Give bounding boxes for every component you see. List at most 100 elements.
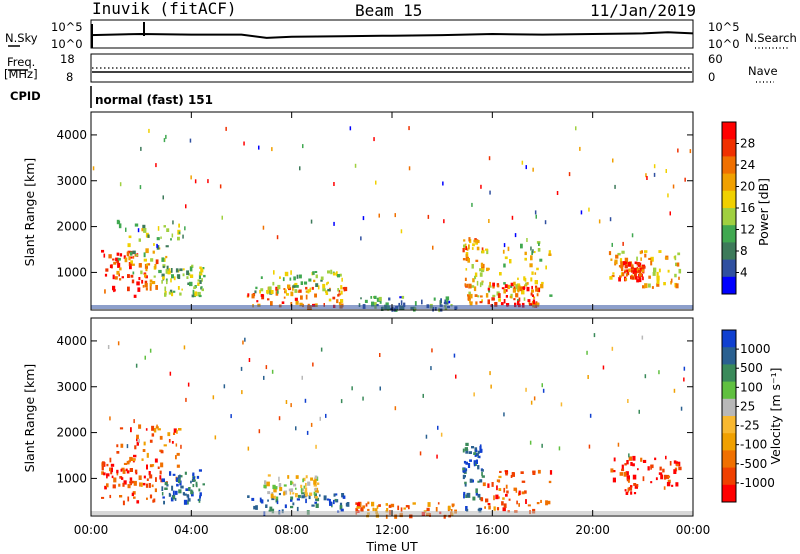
range-gate-cell xyxy=(479,479,483,483)
range-gate-cell xyxy=(547,500,551,505)
range-gate-cell xyxy=(109,264,113,268)
colorbar-segment xyxy=(722,450,736,469)
range-gate-cell xyxy=(627,487,630,493)
range-gate-cell xyxy=(186,494,189,498)
range-gate-cell xyxy=(251,497,255,501)
isolated-echo xyxy=(627,399,629,403)
range-gate-cell xyxy=(290,499,293,502)
range-gate-cell xyxy=(133,480,137,486)
range-gate-cell xyxy=(484,506,486,509)
range-gate-cell xyxy=(313,279,316,283)
range-gate-cell xyxy=(341,493,345,498)
range-gate-cell xyxy=(653,267,657,273)
range-gate-cell xyxy=(315,503,319,508)
range-gate-cell xyxy=(154,458,158,463)
range-gate-cell xyxy=(466,508,469,512)
range-gate-cell xyxy=(386,508,389,513)
range-gate-cell xyxy=(130,260,133,264)
isolated-echo xyxy=(612,158,614,163)
range-gate-cell xyxy=(253,505,257,510)
range-gate-cell xyxy=(118,483,121,487)
freq-label-2: [MHz] xyxy=(4,67,38,81)
range-gate-cell xyxy=(150,258,154,262)
range-gate-cell xyxy=(171,291,174,297)
range-gate-cell xyxy=(385,514,388,519)
range-gate-cell xyxy=(469,459,472,462)
range-gate-cell xyxy=(624,257,629,263)
range-gate-cell xyxy=(669,461,672,466)
range-gate-cell xyxy=(628,486,633,491)
range-gate-cell xyxy=(170,497,174,502)
scatter-region-1 xyxy=(116,424,182,487)
range-gate-cell xyxy=(487,287,490,291)
range-gate-cell xyxy=(642,265,646,269)
y-tick-label: 3000 xyxy=(56,380,87,394)
range-gate-cell xyxy=(480,262,484,267)
range-gate-cell xyxy=(468,244,470,250)
range-gate-cell xyxy=(199,266,202,269)
range-gate-cell xyxy=(183,499,188,505)
range-gate-cell xyxy=(491,298,495,301)
range-gate-cell xyxy=(475,492,478,496)
range-gate-cell xyxy=(200,286,203,289)
range-gate-cell xyxy=(378,296,382,301)
range-gate-cell xyxy=(447,505,451,510)
range-gate-cell xyxy=(618,277,621,282)
isolated-echo xyxy=(219,184,222,189)
range-gate-cell xyxy=(297,494,301,498)
range-gate-cell xyxy=(472,496,476,501)
cpid-value: normal (fast) 151 xyxy=(95,93,213,107)
range-gate-cell xyxy=(198,294,202,298)
range-gate-cell xyxy=(317,285,320,290)
range-gate-cell xyxy=(271,492,274,495)
range-gate-cell xyxy=(101,249,105,253)
range-gate-cell xyxy=(609,276,613,280)
range-gate-cell xyxy=(144,263,148,269)
isolated-echo xyxy=(422,393,424,398)
isolated-echo xyxy=(442,181,444,186)
isolated-echo xyxy=(667,193,669,198)
range-gate-cell xyxy=(626,272,630,276)
range-gate-cell xyxy=(164,292,167,297)
colorbar-segment xyxy=(722,156,736,175)
isolated-echo xyxy=(165,134,167,139)
isolated-echo xyxy=(240,366,243,371)
range-gate-cell xyxy=(364,299,368,303)
range-gate-cell xyxy=(519,286,523,292)
range-gate-cell xyxy=(549,470,553,475)
range-gate-cell xyxy=(339,502,343,506)
range-gate-cell xyxy=(126,470,130,474)
range-gate-cell xyxy=(677,252,681,256)
range-gate-cell xyxy=(403,507,406,510)
range-gate-cell xyxy=(477,465,480,470)
range-gate-cell xyxy=(509,259,512,264)
range-gate-cell xyxy=(254,290,257,294)
isolated-echo xyxy=(285,400,288,404)
range-gate-cell xyxy=(477,295,480,298)
noise-panel: N.Sky 10^5 10^0 10^5 10^0 N.Search xyxy=(5,19,797,51)
velocity-data xyxy=(91,333,693,519)
range-gate-cell xyxy=(639,272,642,277)
range-gate-cell xyxy=(487,299,490,305)
range-gate-cell xyxy=(371,501,375,507)
range-gate-cell xyxy=(154,264,157,269)
range-gate-cell xyxy=(304,492,308,497)
range-gate-cell xyxy=(168,492,171,497)
isolated-echo xyxy=(340,399,343,404)
range-gate-cell xyxy=(485,293,489,298)
range-gate-cell xyxy=(463,491,466,495)
range-gate-cell xyxy=(497,284,500,288)
range-gate-cell xyxy=(532,299,536,305)
range-gate-cell xyxy=(342,287,346,290)
range-gate-cell xyxy=(164,481,168,486)
range-gate-cell xyxy=(488,285,492,288)
range-gate-cell xyxy=(634,484,638,489)
isolated-echo xyxy=(400,229,403,234)
isolated-echo xyxy=(263,375,265,380)
range-gate-cell xyxy=(152,250,155,254)
isolated-echo xyxy=(394,213,396,218)
range-gate-cell xyxy=(466,248,469,251)
range-gate-cell xyxy=(496,485,498,491)
range-gate-cell xyxy=(521,289,525,295)
range-gate-cell xyxy=(288,488,292,492)
